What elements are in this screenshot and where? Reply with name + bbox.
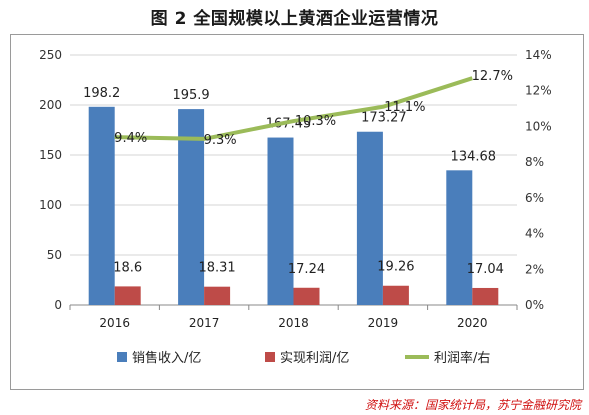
profit-data-label: 17.04 — [467, 262, 504, 277]
x-tick-label: 2017 — [189, 316, 220, 330]
bar-revenue — [267, 137, 294, 305]
revenue-data-label: 198.2 — [83, 86, 120, 101]
y-left-tick-label: 150 — [39, 148, 62, 162]
bar-revenue — [178, 109, 205, 305]
chart-frame — [10, 34, 584, 390]
bar-profit — [114, 286, 141, 305]
bar-profit — [204, 286, 231, 305]
margin-data-label: 9.4% — [114, 131, 147, 146]
revenue-data-label: 195.9 — [172, 88, 209, 103]
legend-swatch-revenue — [117, 352, 127, 362]
bar-profit — [382, 285, 409, 305]
y-right-tick-label: 6% — [525, 191, 544, 205]
profit-data-label: 18.6 — [113, 260, 142, 275]
bar-profit — [293, 287, 320, 305]
y-right-tick-label: 8% — [525, 155, 544, 169]
y-left-tick-label: 100 — [39, 198, 62, 212]
bar-revenue — [356, 131, 383, 305]
legend-swatch-profit — [265, 352, 275, 362]
profit-data-label: 17.24 — [288, 262, 325, 277]
legend-label: 利润率/右 — [434, 350, 490, 366]
x-tick-label: 2016 — [99, 316, 130, 330]
revenue-data-label: 134.68 — [451, 149, 497, 164]
revenue-data-label: 173.27 — [361, 111, 407, 126]
margin-data-label: 11.1% — [384, 100, 425, 115]
bar-revenue — [446, 170, 473, 305]
source-note: 资料来源：国家统计局，苏宁金融研究院 — [364, 398, 581, 412]
x-tick-label: 2018 — [278, 316, 309, 330]
y-right-tick-label: 12% — [525, 84, 552, 98]
y-right-tick-label: 4% — [525, 227, 544, 241]
chart-title: 图 2 全国规模以上黄酒企业运营情况 — [150, 9, 439, 29]
profit-data-label: 19.26 — [377, 260, 414, 275]
y-right-tick-label: 10% — [525, 119, 552, 133]
y-left-tick-label: 50 — [47, 248, 62, 262]
margin-data-label: 12.7% — [472, 69, 513, 84]
margin-data-label: 10.3% — [295, 114, 336, 129]
y-left-tick-label: 200 — [39, 98, 62, 112]
y-left-tick-label: 0 — [54, 298, 62, 312]
margin-data-label: 9.3% — [204, 133, 237, 148]
legend-label: 销售收入/亿 — [132, 350, 201, 366]
legend-label: 实现利润/亿 — [280, 351, 349, 366]
x-tick-label: 2020 — [457, 316, 488, 330]
bar-revenue — [88, 106, 115, 305]
y-left-tick-label: 250 — [39, 48, 62, 62]
x-tick-label: 2019 — [368, 316, 399, 330]
profit-margin-line — [114, 76, 473, 141]
y-right-tick-label: 2% — [525, 262, 544, 276]
y-right-tick-label: 0% — [525, 298, 544, 312]
profit-data-label: 18.31 — [198, 261, 235, 276]
bar-profit — [472, 287, 499, 305]
y-right-tick-label: 14% — [525, 48, 552, 62]
